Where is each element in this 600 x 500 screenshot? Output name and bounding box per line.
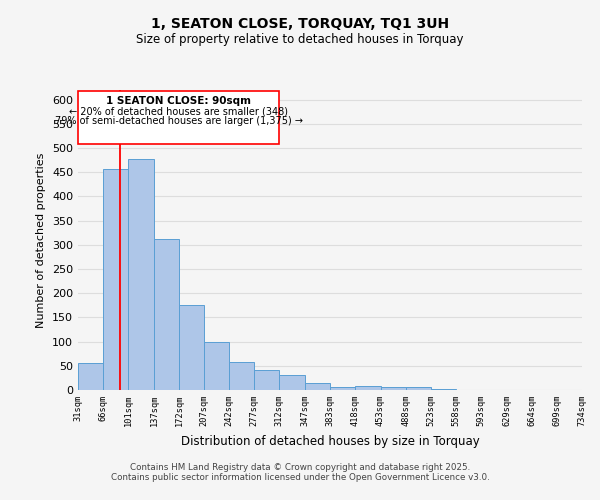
Bar <box>280 375 305 390</box>
Bar <box>179 306 204 390</box>
Text: Size of property relative to detached houses in Torquay: Size of property relative to detached ho… <box>136 32 464 46</box>
Bar <box>103 170 128 390</box>
FancyBboxPatch shape <box>79 91 279 144</box>
Text: Contains public sector information licensed under the Open Government Licence v3: Contains public sector information licen… <box>110 472 490 482</box>
Bar <box>128 158 154 390</box>
Text: Contains HM Land Registry data © Crown copyright and database right 2025.: Contains HM Land Registry data © Crown c… <box>130 462 470 471</box>
Bar <box>78 364 103 390</box>
X-axis label: Distribution of detached houses by size in Torquay: Distribution of detached houses by size … <box>181 434 479 448</box>
Bar <box>254 370 280 390</box>
Bar <box>331 386 355 390</box>
Bar <box>355 386 380 390</box>
Text: 79% of semi-detached houses are larger (1,375) →: 79% of semi-detached houses are larger (… <box>55 116 303 126</box>
Bar <box>229 362 254 390</box>
Bar <box>431 389 456 390</box>
Bar <box>204 342 229 390</box>
Bar <box>380 387 406 390</box>
Bar <box>154 238 179 390</box>
Text: 1, SEATON CLOSE, TORQUAY, TQ1 3UH: 1, SEATON CLOSE, TORQUAY, TQ1 3UH <box>151 18 449 32</box>
Text: 1 SEATON CLOSE: 90sqm: 1 SEATON CLOSE: 90sqm <box>106 96 251 106</box>
Bar <box>406 386 431 390</box>
Y-axis label: Number of detached properties: Number of detached properties <box>37 152 46 328</box>
Text: ← 20% of detached houses are smaller (348): ← 20% of detached houses are smaller (34… <box>69 106 288 117</box>
Bar <box>305 382 331 390</box>
